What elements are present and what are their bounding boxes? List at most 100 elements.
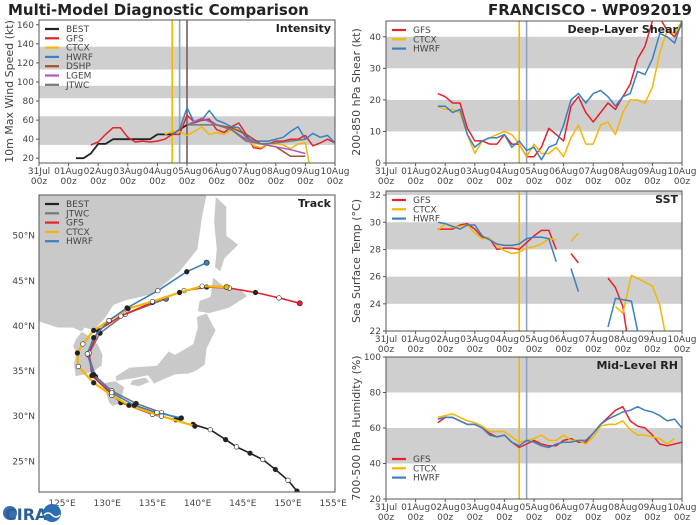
series-hwrf	[437, 21, 682, 161]
track-point-hwrf	[91, 372, 97, 378]
lon-tick-label: 150°E	[274, 499, 302, 509]
x-tick-label-hour: 00z	[268, 177, 284, 187]
y-tick-label: 80	[370, 389, 382, 399]
x-tick-label-date: 05Aug	[519, 503, 548, 513]
cira-logo: CIRA	[3, 504, 61, 524]
lat-tick-label: 50°N	[12, 232, 35, 242]
y-tick-label: 20	[23, 154, 35, 164]
x-tick-label-date: 06Aug	[202, 167, 231, 177]
y-axis-label: Sea Surface Temp (°C)	[350, 199, 363, 323]
track-point-best	[285, 477, 291, 483]
x-tick-label-hour: 00z	[496, 345, 512, 355]
track-point-ctcx	[91, 380, 97, 386]
panel-title: SST	[655, 193, 678, 206]
shaded-band	[386, 357, 682, 393]
x-tick-label-date: 31Jul	[375, 167, 397, 177]
series-ctcx	[437, 21, 682, 158]
x-tick-label-date: 07Aug	[579, 503, 608, 513]
y-tick-label: 100	[364, 353, 381, 363]
y-tick-label: 0	[375, 159, 381, 169]
x-tick-label-hour: 00z	[238, 177, 254, 187]
track-point-hwrf	[203, 259, 210, 266]
x-tick-label-hour: 00z	[467, 177, 483, 187]
legend-label-hwrf: HWRF	[66, 237, 93, 247]
y-tick-label: 40	[23, 135, 35, 145]
track-point-hwrf	[124, 305, 130, 311]
series-hwrf	[437, 405, 682, 449]
series-ctcx	[164, 126, 310, 163]
track-point-ctcx	[74, 350, 81, 356]
lon-tick-label: 130°E	[94, 499, 122, 509]
x-tick-label-date: 05Aug	[519, 335, 548, 345]
track-point-hwrf	[178, 415, 184, 421]
track-point-ctcx	[149, 298, 156, 305]
shaded-band	[386, 191, 682, 196]
series-jtwc	[187, 124, 306, 145]
x-tick-label-hour: 00z	[556, 177, 572, 187]
legend-label-best: BEST	[66, 25, 90, 35]
lon-tick-label: 135°E	[139, 499, 167, 509]
shikoku	[129, 377, 151, 387]
x-tick-label-date: 02Aug	[84, 167, 113, 177]
track-point-best	[294, 488, 300, 492]
y-tick-label: 30	[370, 218, 382, 228]
y-tick-label: 10	[370, 127, 382, 137]
x-tick-label-hour: 00z	[297, 177, 313, 187]
rh-panel: 31Jul00z01Aug00z02Aug00z03Aug00z04Aug00z…	[350, 353, 697, 523]
lon-tick-label: 125°E	[48, 499, 76, 509]
legend-label-gfs: GFS	[413, 196, 431, 206]
x-tick-label-date: 04Aug	[490, 503, 519, 513]
x-tick-label-hour: 00z	[615, 177, 631, 187]
track-point-gfs	[296, 300, 303, 307]
track-point-ctcx	[223, 284, 230, 290]
x-tick-label-date: 08Aug	[608, 335, 637, 345]
panel-title: Mid-Level RH	[596, 359, 678, 372]
lat-tick-label: 25°N	[12, 457, 35, 467]
y-tick-label: 60	[23, 116, 35, 126]
y-axis-label: 200-850 hPa Shear (kt)	[350, 28, 363, 156]
x-tick-label-hour: 00z	[437, 513, 453, 523]
x-tick-label-date: 04Aug	[143, 167, 172, 177]
track-point-best	[260, 456, 266, 463]
y-axis-label: 10m Max Wind Speed (kt)	[3, 20, 16, 163]
x-tick-label-hour: 00z	[674, 513, 690, 523]
track-point-hwrf	[184, 269, 190, 275]
track-point-best	[223, 437, 229, 443]
x-tick-label-hour: 00z	[31, 177, 47, 187]
cira-logo-text: CIRA	[5, 505, 48, 524]
y-tick-label: 32	[370, 191, 381, 201]
x-tick-label-date: 01Aug	[401, 335, 430, 345]
track-point-ctcx	[75, 363, 81, 370]
legend-label-jtwc: JTWC	[65, 209, 89, 219]
x-tick-label-hour: 00z	[467, 345, 483, 355]
x-tick-label-date: 06Aug	[549, 503, 578, 513]
x-tick-label-hour: 00z	[526, 177, 542, 187]
x-tick-label-hour: 00z	[615, 345, 631, 355]
x-tick-label-hour: 00z	[644, 177, 660, 187]
y-tick-label: 28	[370, 245, 382, 255]
x-tick-label-date: 31Jul	[28, 167, 50, 177]
lon-tick-label: 140°E	[184, 499, 212, 509]
track-point-hwrf	[154, 409, 160, 416]
x-tick-label-hour: 00z	[209, 177, 225, 187]
x-tick-label-hour: 00z	[644, 345, 660, 355]
x-tick-label-hour: 00z	[61, 177, 77, 187]
y-tick-label: 30	[370, 64, 382, 74]
track-panel: 125°E 130°E 135°E 140°E 145°E 150°E 155°E 25°N 3…	[12, 194, 347, 509]
track-point-hwrf	[155, 288, 161, 294]
x-tick-label-date: 09Aug	[638, 503, 667, 513]
x-tick-label-date: 10Aug	[667, 167, 696, 177]
legend-label-gfs: GFS	[66, 34, 84, 44]
legend-label-gfs: GFS	[413, 26, 431, 36]
x-tick-label-date: 01Aug	[401, 503, 430, 513]
x-tick-label-date: 08Aug	[608, 167, 637, 177]
legend-label-hwrf: HWRF	[413, 45, 440, 55]
track-point-hwrf	[84, 351, 90, 357]
track-point-gfs	[252, 289, 259, 296]
x-tick-label-hour: 00z	[378, 513, 394, 523]
y-tick-label: 140	[17, 40, 34, 50]
x-tick-label-hour: 00z	[327, 177, 343, 187]
x-tick-label-hour: 00z	[179, 177, 195, 187]
y-tick-label: 160	[17, 21, 34, 31]
